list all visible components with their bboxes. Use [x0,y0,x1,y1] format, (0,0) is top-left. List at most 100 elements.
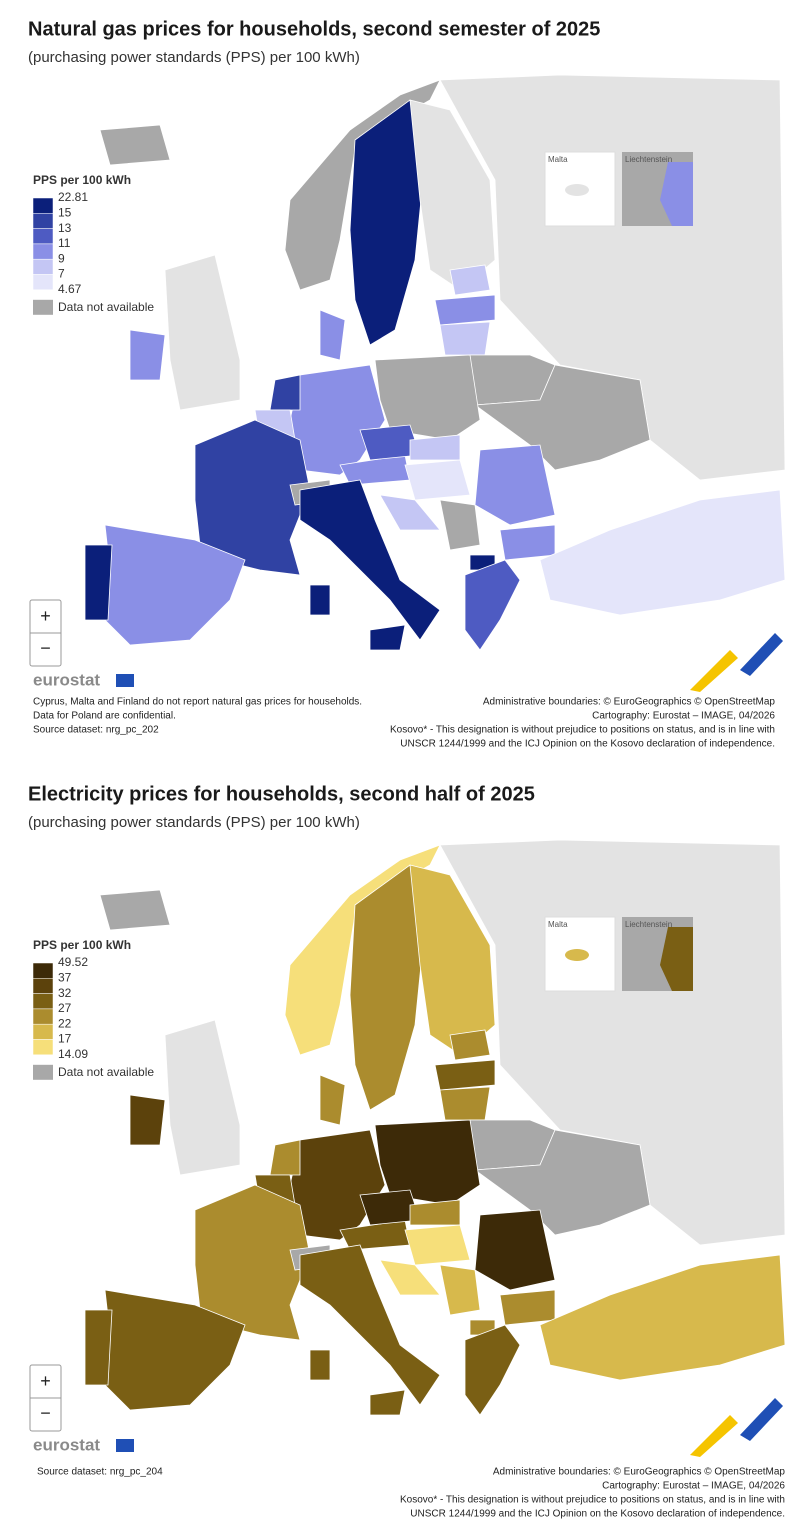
liechtenstein-area [660,927,693,991]
legend-break: 22.81 [58,190,88,204]
legend-na-label: Data not available [58,300,154,314]
country-latvia [434,294,496,326]
legend-na-swatch [33,299,53,315]
country-portugal [84,544,113,621]
source-credit: Kosovo* - This designation is without pr… [390,725,775,736]
inset-label: Malta [548,920,568,929]
source-credit: Cartography: Eurostat – IMAGE, 04/2026 [592,711,775,722]
footnote: Source dataset: nrg_pc_204 [37,1467,163,1478]
country-ireland [129,1094,166,1146]
country-italy [299,479,441,641]
footnote: Cyprus, Malta and Finland do not report … [33,697,362,708]
map-subtitle: (purchasing power standards (PPS) per 10… [28,49,360,66]
country-italy [299,1244,441,1406]
country-estonia [449,1029,491,1061]
country-greece [464,559,521,651]
malta-island [565,184,589,196]
legend-break: 9 [58,251,65,265]
legend-swatch [32,258,54,275]
legend-break: 22 [58,1016,72,1030]
country-uk [164,254,241,411]
legend-swatch [32,962,54,979]
country-bulgaria [499,1289,556,1326]
country-lithuania [439,321,491,356]
country-bulgaria [499,524,556,561]
country-estonia [449,264,491,296]
legend-swatch [32,213,54,229]
legend-swatch [32,243,54,260]
country-denmark [319,1074,346,1126]
country-croatia [379,494,441,531]
zoom-out-button[interactable]: − [40,1403,51,1423]
country-latvia [434,1059,496,1091]
country-lithuania [439,1086,491,1121]
legend-swatch [32,197,54,214]
country-turkey [539,489,786,616]
country-portugal [84,1309,113,1386]
country-croatia [379,1259,441,1296]
corner-logo-blue [740,1398,783,1441]
country-france [194,419,311,576]
zoom-in-button[interactable]: + [40,1371,51,1391]
legend-break: 4.67 [58,282,82,296]
legend-title: PPS per 100 kWh [33,173,131,187]
country-ireland [129,329,166,381]
source-credit: Cartography: Eurostat – IMAGE, 04/2026 [602,1481,785,1492]
legend-break: 27 [58,1001,72,1015]
map-title: Natural gas prices for households, secon… [28,18,600,40]
country-denmark [319,309,346,361]
source-credit: Administrative boundaries: © EuroGeograp… [483,697,776,708]
footnote: Source dataset: nrg_pc_202 [33,725,159,736]
country-iceland [99,124,171,166]
country-netherlands [269,374,301,411]
country-greece [464,1324,521,1416]
inset-label: Malta [548,155,568,164]
country-serbia [439,499,481,551]
corner-logo-blue [740,633,783,676]
eurostat-logo: eurostat [33,670,100,689]
legend-na-label: Data not available [58,1065,154,1079]
map-title: Electricity prices for households, secon… [28,783,535,805]
legend-swatch [32,274,54,291]
country-iceland [99,889,171,931]
footnote: Data for Poland are confidential. [33,711,176,722]
map-panel: Natural gas prices for households, secon… [25,18,786,750]
eurostat-logo: eurostat [33,1435,100,1454]
legend-break: 37 [58,970,72,984]
eu-flag [116,674,134,687]
legend-break: 49.52 [58,955,88,969]
country-sicily [369,624,406,651]
country-hungary [404,459,471,501]
corner-logo-yellow [690,1415,738,1457]
legend-swatch [32,978,54,994]
legend-title: PPS per 100 kWh [33,938,131,952]
country-turkey [539,1254,786,1381]
source-credit: Administrative boundaries: © EuroGeograp… [493,1467,786,1478]
legend-break: 11 [58,236,71,250]
legend-break: 15 [58,205,72,219]
map-subtitle: (purchasing power standards (PPS) per 10… [28,814,360,831]
country-romania [474,1209,556,1291]
country-serbia [439,1264,481,1316]
country-romania [474,444,556,526]
country-sardinia [309,584,331,616]
inset-label: Liechtenstein [625,920,672,929]
legend-swatch [32,1023,54,1040]
malta-island [565,949,589,961]
source-credit: UNSCR 1244/1999 and the ICJ Opinion on t… [400,739,775,750]
country-hungary [404,1224,471,1266]
legend-break: 7 [58,267,65,281]
legend-swatch [32,228,54,245]
zoom-in-button[interactable]: + [40,606,51,626]
country-sicily [369,1389,406,1416]
legend-swatch [32,1039,54,1056]
legend-swatch [32,993,54,1010]
country-uk [164,1019,241,1176]
zoom-out-button[interactable]: − [40,638,51,658]
eu-flag [116,1439,134,1452]
legend-break: 14.09 [58,1047,88,1061]
legend-na-swatch [33,1064,53,1080]
country-france [194,1184,311,1341]
